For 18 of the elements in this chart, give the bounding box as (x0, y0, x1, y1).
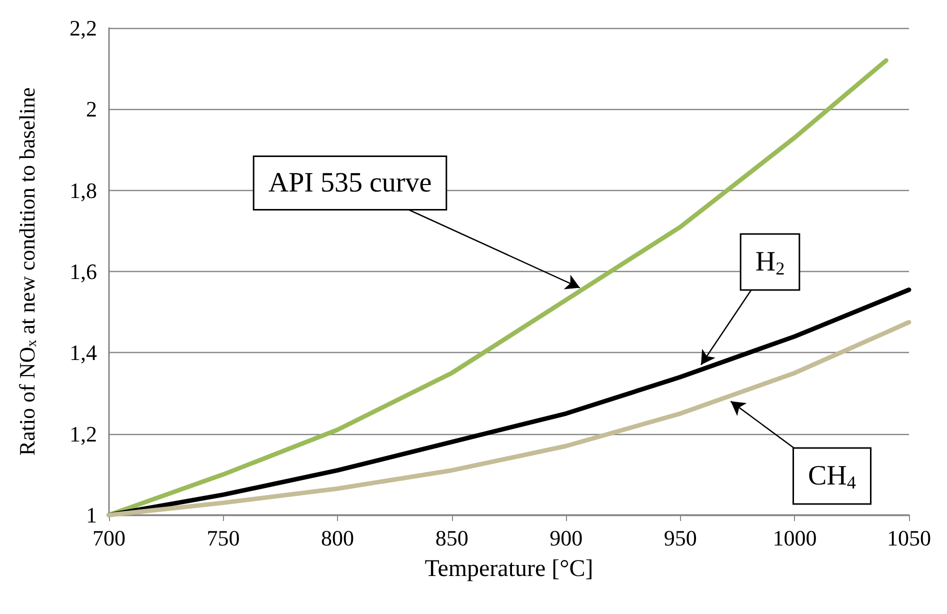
y-tick-label: 2 (86, 96, 97, 122)
y-tick-label: 2,2 (69, 16, 97, 40)
y-axis-title: Ratio of NOx at new condition to baseline (14, 87, 40, 456)
y-tick-label: 1 (86, 502, 97, 528)
y-tick-label: 1,8 (69, 178, 97, 203)
y-tick-label: 1,4 (69, 340, 97, 366)
x-tick-label: 800 (321, 526, 354, 550)
y-tick-label: 1,6 (69, 259, 97, 284)
x-tick-label: 1050 (887, 526, 931, 550)
x-tick-label: 950 (664, 526, 697, 550)
x-axis-title: Temperature [°C] (424, 556, 594, 582)
x-tick-label: 750 (206, 526, 240, 550)
x-tick-label: 850 (435, 526, 468, 550)
x-tick-label: 700 (92, 526, 126, 550)
x-tick-label: 1000 (772, 526, 817, 550)
y-tick-label: 1,2 (69, 421, 97, 446)
annotation: API 535 curve (268, 168, 432, 198)
x-tick-label: 900 (550, 526, 583, 550)
